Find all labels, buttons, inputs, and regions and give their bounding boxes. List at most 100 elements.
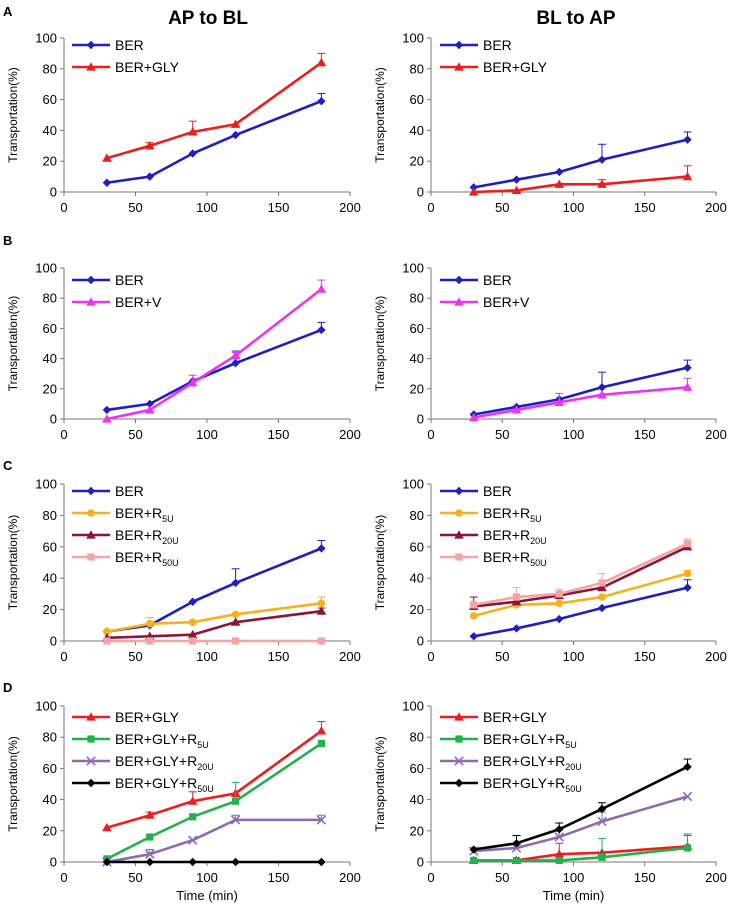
- data-point: [511, 185, 522, 195]
- legend-label: BER+GLY+R5U: [115, 731, 209, 750]
- x-tick-label: 100: [563, 200, 585, 215]
- data-point: [598, 853, 606, 861]
- legend-entry: BER+R5U: [440, 505, 542, 524]
- data-point: [512, 856, 521, 865]
- y-tick-label: 40: [410, 571, 424, 586]
- legend-swatch-marker: [454, 62, 464, 71]
- legend-swatch-marker: [455, 509, 463, 517]
- x-tick-label: 150: [634, 870, 656, 885]
- legend-entry: BER+GLY: [440, 59, 548, 75]
- y-tick-label: 100: [402, 261, 424, 276]
- y-tick-label: 100: [35, 477, 57, 492]
- data-point: [468, 412, 479, 422]
- legend-entry: BER+GLY+R20U: [72, 753, 214, 772]
- y-tick-label: 0: [417, 634, 424, 649]
- x-tick-label: 0: [60, 649, 67, 664]
- y-tick-label: 40: [410, 351, 424, 366]
- data-point: [188, 597, 197, 606]
- x-tick-label: 200: [339, 427, 361, 442]
- chart-d-ap-to-bl: 0 20 40 60 80 100 0 50 100 150 200 Transportation(%…: [6, 699, 361, 904]
- legend-entry: BER: [72, 483, 144, 499]
- data-point: [230, 119, 241, 128]
- data-point: [555, 856, 563, 865]
- data-point: [145, 399, 154, 409]
- legend-label: BER+GLY: [483, 59, 548, 75]
- data-point: [683, 583, 692, 592]
- data-point: [682, 171, 693, 181]
- legend-entry: BER: [440, 483, 512, 499]
- legend-entry: BER+V: [440, 294, 530, 310]
- series-line: [473, 385, 688, 419]
- data-point: [146, 619, 154, 628]
- data-point: [683, 762, 692, 772]
- data-point: [189, 637, 197, 645]
- legend-entry: BER: [72, 37, 144, 53]
- panel-label-c: C: [3, 458, 13, 473]
- data-point: [102, 178, 112, 187]
- legend-label: BER+GLY+R50U: [483, 775, 582, 794]
- legend-label: BER+GLY: [115, 59, 180, 75]
- y-tick-label: 20: [410, 823, 424, 838]
- data-point: [187, 127, 198, 136]
- legend-swatch-marker: [87, 553, 95, 561]
- data-point: [232, 797, 240, 805]
- y-tick-label: 0: [50, 185, 57, 200]
- series-line: [106, 99, 322, 185]
- data-point: [145, 405, 155, 414]
- legend-entry: BER+V: [72, 294, 162, 310]
- data-point: [470, 856, 478, 865]
- legend-entry: BER+GLY+R5U: [72, 731, 209, 750]
- data-point: [512, 839, 521, 848]
- y-tick-label: 80: [43, 61, 57, 76]
- legend-subscript: 20U: [162, 536, 179, 546]
- series-ber-v: [102, 279, 327, 423]
- data-point: [554, 397, 565, 406]
- data-point: [187, 796, 198, 805]
- legend-entry: BER+R20U: [72, 527, 179, 546]
- legend-entry: BER+R50U: [72, 549, 179, 568]
- y-tick-label: 100: [35, 699, 57, 714]
- data-point: [232, 637, 240, 645]
- y-tick-label: 40: [43, 351, 57, 366]
- y-axis-label: Transportation(%): [6, 515, 20, 611]
- y-tick-label: 100: [402, 31, 424, 46]
- data-point: [555, 614, 564, 624]
- legend-swatch-marker: [86, 756, 96, 766]
- legend-swatch-marker: [86, 486, 96, 496]
- data-point: [231, 857, 240, 867]
- x-tick-label: 200: [705, 870, 727, 885]
- y-tick-label: 20: [43, 823, 57, 838]
- legend-label: BER+GLY: [483, 709, 548, 725]
- legend-subscript: 5U: [565, 740, 577, 750]
- legend-subscript: 20U: [530, 536, 547, 546]
- data-point: [554, 832, 565, 842]
- y-tick-label: 0: [417, 412, 424, 427]
- legend-entry: BER+R5U: [72, 505, 174, 524]
- data-point: [145, 857, 154, 867]
- legend-swatch-marker: [86, 297, 96, 306]
- data-point: [316, 726, 327, 735]
- panel-label-a: A: [3, 4, 13, 19]
- data-point: [683, 569, 692, 578]
- x-tick-label: 150: [268, 649, 290, 664]
- y-tick-label: 60: [410, 761, 424, 776]
- legend-swatch-marker: [86, 530, 96, 539]
- series-ber: [469, 131, 692, 192]
- x-axis-label: Time (min): [543, 888, 605, 903]
- legend-subscript: 50U: [197, 784, 214, 794]
- chart-b-bl-to-ap: 0 20 40 60 80 100 0 50 100 150 200 Transportation(%…: [373, 261, 727, 443]
- y-tick-label: 80: [43, 291, 57, 306]
- data-point: [469, 612, 478, 620]
- data-point: [597, 816, 607, 827]
- data-point: [468, 187, 479, 196]
- y-axis-label: Transportation(%): [6, 736, 20, 832]
- legend-label: BER: [483, 483, 512, 499]
- y-tick-label: 60: [43, 761, 57, 776]
- series-ber-r-50u: [470, 538, 692, 609]
- x-tick-label: 100: [196, 870, 218, 885]
- y-tick-label: 60: [43, 321, 57, 336]
- x-tick-label: 50: [495, 649, 509, 664]
- data-point: [187, 835, 198, 845]
- series-ber-gly-r-20u: [102, 814, 327, 867]
